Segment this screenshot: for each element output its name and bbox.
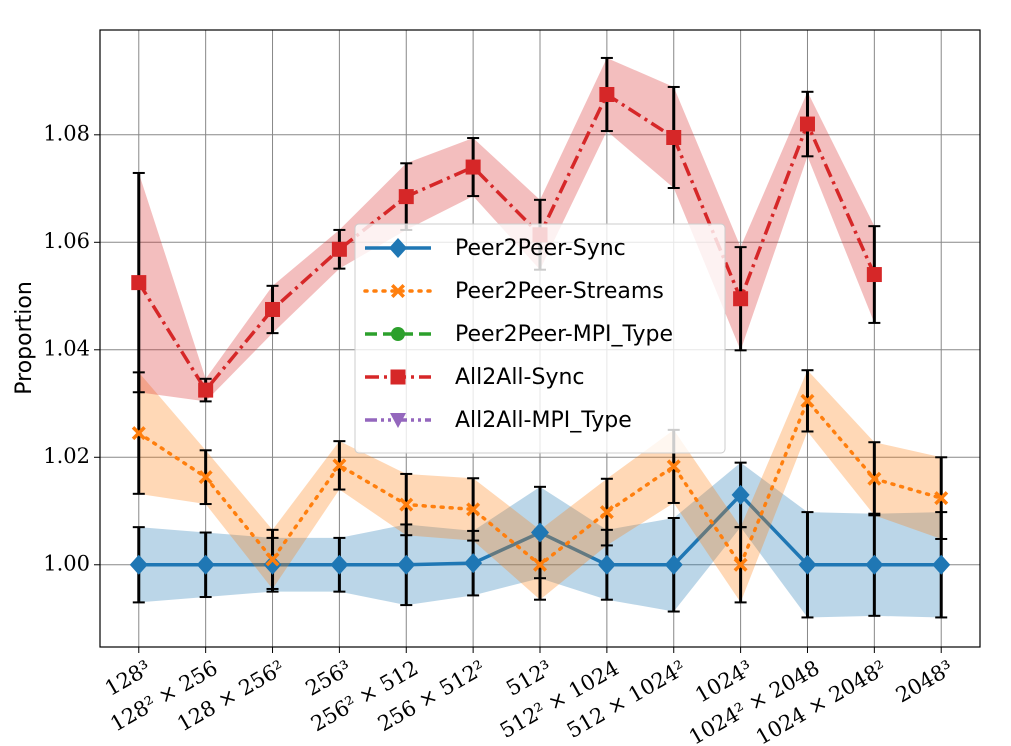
legend: Peer2Peer-Sync Peer2Peer-Streams Peer2Peer… bbox=[354, 223, 726, 454]
legend-label: Peer2Peer-MPI_Type bbox=[455, 322, 673, 347]
data-point bbox=[666, 129, 682, 145]
y-axis-label: Proportion bbox=[12, 281, 37, 395]
legend-label: All2All-Sync bbox=[455, 365, 585, 390]
data-point bbox=[531, 522, 549, 543]
data-point bbox=[263, 554, 282, 575]
data-point bbox=[733, 557, 748, 572]
data-point bbox=[599, 505, 614, 520]
data-point bbox=[331, 241, 347, 257]
legend-label: All2All-MPI_Type bbox=[455, 408, 632, 433]
data-point bbox=[131, 426, 146, 441]
data-point bbox=[397, 554, 416, 575]
data-point bbox=[932, 554, 951, 575]
y-tick-label: 1.04 bbox=[43, 336, 90, 360]
data-point bbox=[867, 471, 882, 486]
data-point bbox=[466, 502, 481, 517]
data-point bbox=[799, 116, 815, 132]
data-point bbox=[733, 291, 749, 307]
legend-box bbox=[354, 223, 726, 454]
data-point bbox=[265, 301, 281, 317]
legend-marker bbox=[390, 369, 406, 385]
data-point bbox=[731, 484, 750, 505]
data-point bbox=[196, 554, 215, 575]
plot-frame bbox=[99, 29, 981, 648]
legend-marker bbox=[389, 238, 407, 258]
data-point bbox=[465, 159, 481, 175]
data-point bbox=[265, 552, 280, 567]
legend-label: Peer2Peer-Sync bbox=[455, 236, 626, 261]
y-tick-label: 1.06 bbox=[43, 229, 90, 253]
legend-marker bbox=[391, 284, 405, 298]
y-tick-label: 1.08 bbox=[43, 121, 90, 145]
data-point bbox=[198, 382, 214, 398]
data-point bbox=[866, 267, 882, 283]
data-point bbox=[129, 554, 148, 575]
legend-marker bbox=[391, 327, 405, 341]
data-point bbox=[597, 554, 616, 575]
data-point bbox=[464, 553, 483, 574]
data-point bbox=[332, 458, 347, 473]
data-point bbox=[865, 554, 884, 575]
data-point bbox=[131, 275, 147, 291]
data-point bbox=[599, 86, 615, 102]
data-point bbox=[934, 491, 949, 506]
data-point bbox=[666, 459, 681, 474]
legend-label: Peer2Peer-Streams bbox=[455, 279, 664, 304]
data-point bbox=[330, 554, 349, 575]
data-point bbox=[533, 557, 547, 572]
data-point bbox=[198, 470, 213, 485]
y-tick-label: 1.00 bbox=[43, 551, 90, 575]
data-point bbox=[398, 189, 414, 205]
data-point bbox=[664, 554, 683, 575]
data-point bbox=[800, 393, 815, 408]
data-point bbox=[399, 497, 414, 512]
y-tick-label: 1.02 bbox=[43, 444, 90, 468]
legend-marker bbox=[390, 413, 406, 428]
data-point bbox=[798, 554, 817, 575]
